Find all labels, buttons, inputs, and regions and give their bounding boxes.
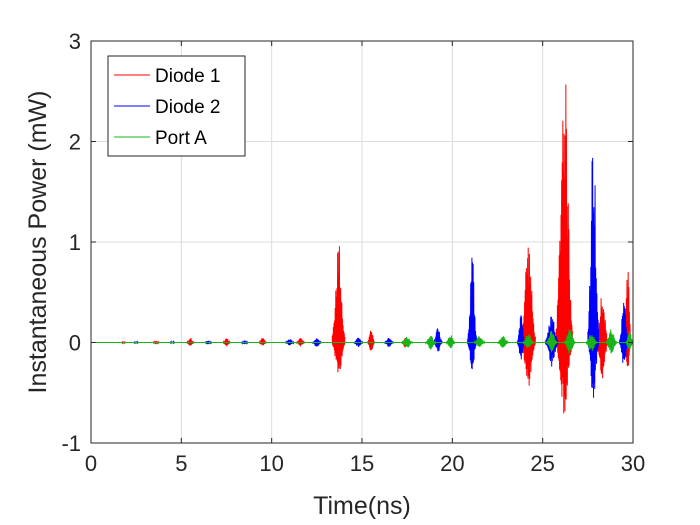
burst-0-11: [555, 84, 573, 414]
burst-2-0: [401, 336, 414, 348]
burst-1-12: [587, 157, 600, 398]
y-tick-label: 1: [69, 230, 81, 255]
x-tick-label: 25: [530, 451, 554, 476]
legend-item: Port A: [114, 128, 207, 149]
burst-1-5: [311, 338, 322, 347]
y-axis-label: Instantaneous Power (mW): [24, 91, 52, 394]
legend-label: Diode 1: [155, 66, 221, 87]
burst-1-10: [516, 315, 526, 360]
x-tick-label: 30: [621, 451, 645, 476]
burst-2-7: [563, 329, 576, 354]
burst-2-6: [545, 330, 558, 353]
x-tick-label: 10: [259, 451, 283, 476]
x-tick-label: 0: [85, 451, 97, 476]
x-tick-label: 20: [440, 451, 464, 476]
burst-2-8: [585, 335, 598, 351]
burst-2-9: [605, 329, 618, 354]
x-tick-label: 15: [350, 451, 374, 476]
series-diode-2: [133, 157, 629, 398]
legend: Diode 1 Diode 2 Port A: [107, 55, 246, 157]
burst-0-10: [520, 247, 536, 386]
burst-1-4: [284, 339, 295, 346]
y-tick-label: 3: [69, 29, 81, 54]
burst-1-8: [432, 328, 443, 352]
burst-1-13: [618, 302, 629, 363]
legend-label: Diode 2: [155, 97, 221, 118]
series-port-a: [401, 329, 633, 354]
y-axis: -1 0 1 2 3: [61, 29, 633, 456]
y-tick-label: 0: [69, 331, 81, 356]
y-tick-label: 2: [69, 130, 81, 155]
burst-0-6: [331, 246, 346, 373]
x-axis-label: Time(ns): [313, 492, 411, 520]
burst-2-4: [497, 336, 509, 348]
burst-0-2: [186, 337, 195, 346]
burst-0-7: [366, 330, 376, 351]
legend-item: Diode 1: [114, 66, 221, 87]
series-layer: [91, 84, 633, 414]
burst-1-11: [544, 316, 559, 367]
burst-1-7: [384, 338, 395, 347]
burst-2-2: [445, 335, 456, 349]
burst-2-10: [625, 331, 633, 353]
burst-2-3: [473, 335, 486, 347]
y-tick-label: -1: [61, 431, 81, 456]
legend-label: Port A: [155, 128, 207, 149]
burst-0-3: [222, 338, 231, 347]
burst-2-5: [522, 334, 535, 349]
burst-2-1: [424, 335, 437, 350]
x-axis: 0 5 10 15 20 25 30: [85, 41, 645, 476]
legend-item: Diode 2: [114, 97, 221, 118]
burst-1-9: [467, 257, 478, 370]
x-tick-label: 5: [175, 451, 187, 476]
burst-1-6: [353, 337, 364, 348]
burst-0-4: [258, 337, 267, 346]
